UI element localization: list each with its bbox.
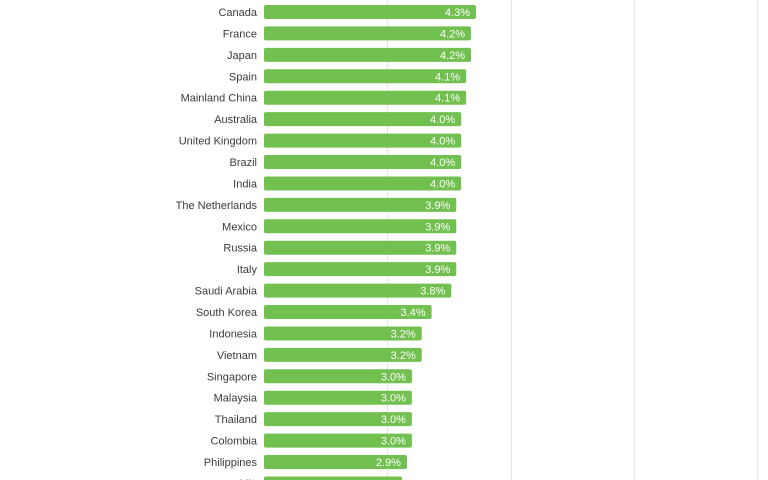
bar-row: Singapore 3.0% [207, 369, 412, 384]
value-label: 4.0% [430, 136, 455, 148]
bar [264, 455, 407, 470]
bar [264, 390, 412, 405]
bar-row: Spain 4.1% [229, 69, 467, 84]
bar-row: The Netherlands 3.9% [176, 197, 457, 212]
bar-row: Canada 4.3% [218, 5, 476, 19]
category-label: Brazil [229, 157, 257, 169]
value-label: 3.0% [381, 414, 406, 426]
bar-row: Australia 4.0% [214, 112, 462, 127]
bar-row: Malaysia 3.0% [214, 390, 412, 405]
value-label: 4.3% [445, 7, 470, 19]
category-label: Vietnam [217, 350, 257, 362]
bar-row: Brazil 4.0% [229, 155, 462, 170]
category-label: Australia [214, 114, 258, 126]
value-label: 2.8% [371, 478, 396, 480]
category-label: Mexico [222, 221, 257, 233]
bar-row: Italy 3.9% [237, 262, 457, 277]
bar [264, 5, 476, 19]
category-label: United Kingdom [179, 136, 257, 148]
bar-row: South Korea 3.4% [196, 305, 432, 320]
bar-row: Mainland China 4.1% [181, 90, 467, 105]
value-label: 3.0% [381, 371, 406, 383]
category-label: Chile [232, 478, 257, 480]
bar [264, 476, 403, 480]
value-label: 2.9% [376, 457, 401, 469]
bar [264, 305, 432, 320]
bar [264, 26, 472, 41]
category-label: Saudi Arabia [195, 286, 258, 298]
bar-row: Vietnam 3.2% [217, 347, 422, 362]
bar [264, 176, 462, 191]
bar-row: India 4.0% [233, 176, 462, 191]
category-label: France [223, 28, 257, 40]
value-label: 3.9% [425, 243, 450, 255]
value-label: 4.2% [440, 50, 465, 62]
category-label: Malaysia [214, 393, 258, 405]
category-label: Canada [218, 7, 257, 19]
bar-row: France 4.2% [223, 26, 472, 41]
bar-row: Thailand 3.0% [215, 412, 412, 427]
bar [264, 369, 412, 384]
bar [264, 47, 472, 62]
category-label: The Netherlands [176, 200, 258, 212]
category-label: Spain [229, 71, 257, 83]
category-label: Italy [237, 264, 258, 276]
bar [264, 219, 457, 234]
value-label: 3.2% [391, 328, 416, 340]
bar [264, 90, 467, 105]
bar-row: United Kingdom 4.0% [179, 133, 462, 148]
bar-row: Philippines 2.9% [204, 455, 407, 470]
bar [264, 262, 457, 277]
bar-row: Russia 3.9% [223, 240, 457, 255]
bars-layer: Canada 4.3%France 4.2%Japan 4.2%Spain 4.1%Ma… [176, 5, 476, 480]
value-label: 4.0% [430, 157, 455, 169]
bar-row: Saudi Arabia 3.8% [195, 283, 452, 298]
category-label: Russia [223, 243, 258, 255]
category-label: Singapore [207, 371, 257, 383]
bar [264, 133, 462, 148]
category-label: Mainland China [181, 93, 258, 105]
value-label: 3.0% [381, 393, 406, 405]
value-label: 4.1% [435, 93, 460, 105]
bar [264, 347, 422, 362]
value-label: 4.0% [430, 114, 455, 126]
bar [264, 197, 457, 212]
bar-row: Colombia 3.0% [211, 433, 412, 448]
value-label: 3.9% [425, 221, 450, 233]
bar [264, 283, 452, 298]
value-label: 3.9% [425, 200, 450, 212]
bar [264, 433, 412, 448]
value-label: 4.1% [435, 71, 460, 83]
category-label: Thailand [215, 414, 257, 426]
category-label: Japan [227, 50, 257, 62]
value-label: 3.2% [391, 350, 416, 362]
value-label: 4.0% [430, 178, 455, 190]
bar [264, 69, 467, 84]
category-label: South Korea [196, 307, 258, 319]
category-label: Indonesia [209, 328, 258, 340]
value-label: 4.2% [440, 28, 465, 40]
category-label: Colombia [211, 436, 258, 448]
bar-row: Japan 4.2% [227, 47, 472, 62]
value-label: 3.4% [401, 307, 426, 319]
value-label: 3.9% [425, 264, 450, 276]
bar [264, 326, 422, 341]
category-label: Philippines [204, 457, 258, 469]
bar [264, 155, 462, 170]
bar [264, 112, 462, 127]
bar-row: Indonesia 3.2% [209, 326, 422, 341]
bar [264, 412, 412, 427]
value-label: 3.8% [420, 286, 445, 298]
bar [264, 240, 457, 255]
value-label: 3.0% [381, 436, 406, 448]
bar-row: Mexico 3.9% [222, 219, 457, 234]
category-label: India [233, 178, 258, 190]
bar-row: Chile 2.8% [232, 476, 403, 480]
